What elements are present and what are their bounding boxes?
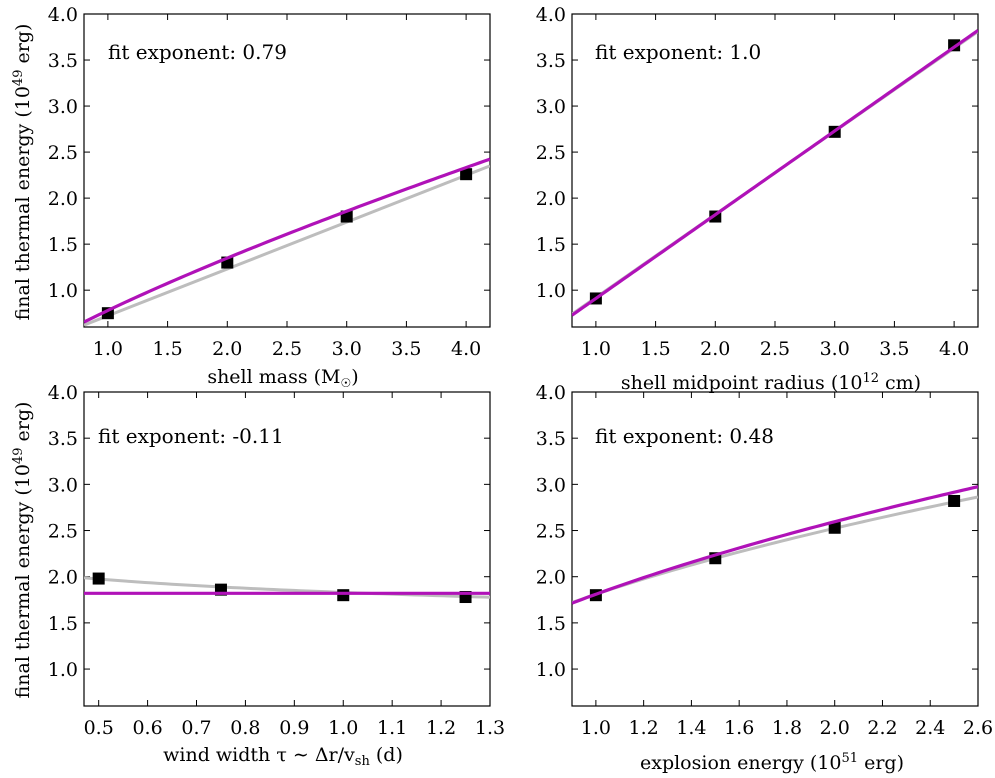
y-tick-label: 2.0 [536, 567, 566, 589]
xlabel-explosion-energy: explosion energy (1051 erg) [640, 751, 904, 774]
y-tick-label: 3.0 [536, 96, 566, 118]
panel-wind-width: 0.5 0.6 0.7 0.8 0.9 1.0 1.1 1.2 1.3 1.0 1.5 2.0 2.5 3… [48, 382, 505, 739]
x-tick-label: 0.6 [132, 717, 162, 739]
y-tick-label: 1.0 [536, 659, 566, 681]
plot-frame [571, 13, 979, 328]
x-tick-label: 1.6 [724, 717, 754, 739]
fit-curve [572, 485, 978, 605]
model-curve [84, 576, 490, 599]
x-tick-label: 0.9 [279, 717, 309, 739]
fit-exponent-annotation-3: fit exponent: 0.48 [595, 424, 774, 448]
x-tick-label: 0.8 [230, 717, 260, 739]
x-tick-label: 2.0 [820, 717, 850, 739]
x-tick-label: 1.1 [377, 717, 407, 739]
x-tick-label: 2.0 [700, 338, 730, 360]
data-point [828, 521, 841, 534]
y-tick-label: 2.5 [536, 142, 566, 164]
x-tick-label: 1.2 [629, 717, 659, 739]
data-point [337, 589, 350, 602]
y-tick-label: 2.5 [536, 521, 566, 543]
x-tick-label: 3.0 [820, 338, 850, 360]
xlabel-shell-mass: shell mass (M☉) [207, 366, 358, 390]
x-tick-label: 2.5 [272, 338, 302, 360]
plot-frame [83, 391, 491, 707]
x-tick-label: 0.7 [181, 717, 211, 739]
fit-exponent-annotation-0: fit exponent: 0.79 [108, 40, 287, 64]
y-tick-label: 2.5 [48, 142, 78, 164]
y-tick-label: 3.5 [536, 428, 566, 450]
y-tick-label: 3.0 [48, 96, 78, 118]
plot-frame [83, 13, 491, 328]
model-curve [84, 164, 490, 327]
x-tick-label: 1.8 [772, 717, 802, 739]
x-tick-label: 1.0 [581, 338, 611, 360]
y-tick-label: 4.0 [536, 382, 566, 404]
x-tick-label: 1.0 [328, 717, 358, 739]
x-tick-label: 1.0 [93, 338, 123, 360]
data-point [948, 494, 961, 507]
y-tick-label: 1.5 [48, 234, 78, 256]
x-tick-label: 1.0 [581, 717, 611, 739]
y-tick-label: 3.5 [48, 50, 78, 72]
y-tick-label: 2.0 [48, 188, 78, 210]
y-tick-label: 3.0 [48, 474, 78, 496]
y-tick-label: 3.5 [536, 50, 566, 72]
y-tick-label: 2.0 [48, 567, 78, 589]
fit-curve [572, 29, 978, 317]
y-tick-label: 2.5 [48, 521, 78, 543]
x-tick-label: 3.0 [332, 338, 362, 360]
xlabel-shell-radius: shell midpoint radius (1012 cm) [621, 371, 921, 394]
x-tick-label: 3.5 [391, 338, 421, 360]
data-point [460, 168, 473, 181]
xlabel-wind-width: wind width τ ∼ Δr/vsh (d) [163, 744, 403, 769]
x-tick-label: 1.4 [676, 717, 706, 739]
y-tick-label: 1.5 [536, 613, 566, 635]
y-tick-label: 3.5 [48, 428, 78, 450]
y-tick-label: 4.0 [536, 4, 566, 26]
x-tick-label: 1.5 [640, 338, 670, 360]
data-point [92, 572, 105, 585]
y-tick-label: 1.5 [48, 613, 78, 635]
x-tick-label: 2.2 [867, 717, 897, 739]
x-tick-label: 3.5 [879, 338, 909, 360]
fit-exponent-annotation-1: fit exponent: 1.0 [595, 40, 761, 64]
plot-frame [571, 391, 979, 707]
y-tick-label: 1.0 [536, 280, 566, 302]
y-tick-label: 3.0 [536, 474, 566, 496]
y-tick-label: 4.0 [48, 4, 78, 26]
panel-explosion-energy: 1.0 1.2 1.4 1.6 1.8 2.0 2.2 2.4 2.6 1.0 1.5 2.0 2.5 3… [536, 382, 993, 739]
ylabel-top: final thermal energy (1049 erg) [11, 24, 34, 321]
y-tick-label: 1.0 [48, 280, 78, 302]
x-tick-label: 4.0 [451, 338, 481, 360]
x-tick-label: 1.5 [152, 338, 182, 360]
fit-exponent-annotation-2: fit exponent: -0.11 [98, 424, 284, 448]
y-tick-label: 4.0 [48, 382, 78, 404]
x-tick-label: 2.6 [963, 717, 993, 739]
x-tick-label: 0.5 [84, 717, 114, 739]
ylabel-bottom: final thermal energy (1049 erg) [11, 402, 34, 699]
x-tick-label: 4.0 [939, 338, 969, 360]
x-tick-label: 2.0 [212, 338, 242, 360]
y-tick-label: 1.0 [48, 659, 78, 681]
x-tick-label: 2.4 [915, 717, 945, 739]
y-tick-label: 1.5 [536, 234, 566, 256]
x-tick-label: 1.3 [475, 717, 505, 739]
panel-shell-mass: 1.0 1.5 2.0 2.5 3.0 3.5 4.0 1.0 1.5 2.0 2.5 3.0 3.5 4… [48, 4, 491, 360]
panel-shell-radius: 1.0 1.5 2.0 2.5 3.0 3.5 4.0 1.0 1.5 2.0 2.5 3.0 3.5 4… [536, 4, 979, 360]
x-tick-label: 2.5 [760, 338, 790, 360]
y-tick-label: 2.0 [536, 188, 566, 210]
x-tick-label: 1.2 [426, 717, 456, 739]
fit-curve [84, 157, 490, 324]
